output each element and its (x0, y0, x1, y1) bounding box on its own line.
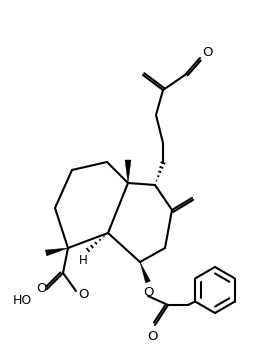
Polygon shape (45, 248, 68, 256)
Text: HO: HO (12, 294, 32, 306)
Text: O: O (78, 287, 88, 300)
Text: O: O (143, 286, 153, 300)
Text: O: O (202, 45, 212, 58)
Polygon shape (140, 262, 150, 283)
Text: O: O (36, 282, 46, 295)
Text: O: O (147, 329, 157, 343)
Polygon shape (125, 160, 131, 183)
Text: H: H (79, 253, 87, 266)
